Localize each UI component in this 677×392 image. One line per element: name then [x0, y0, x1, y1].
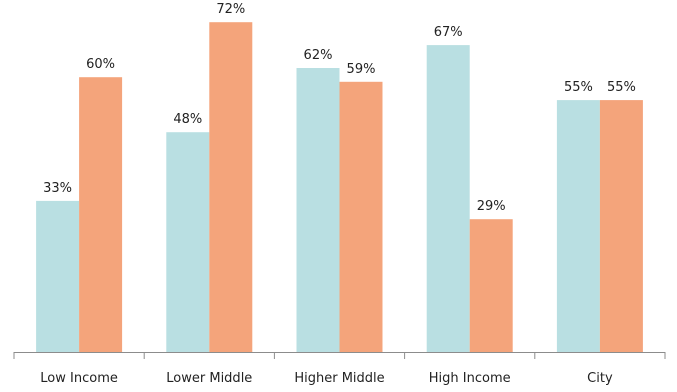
data-label-high-income-series-1: 67% — [434, 25, 463, 40]
data-labels-layer: 33% 60% 48% 72% 62% 59% 67% 29% 55% 55% — [43, 2, 636, 214]
bar-high-income-series-2 — [469, 219, 513, 352]
data-label-high-income-series-2: 29% — [477, 199, 506, 214]
data-label-city-series-1: 55% — [564, 80, 593, 95]
bar-low-income-series-1 — [36, 200, 80, 352]
x-tick-label-city: City — [587, 371, 613, 386]
bars-layer — [36, 22, 643, 353]
data-label-low-income-series-1: 33% — [43, 181, 72, 196]
bar-lower-middle-series-1 — [166, 132, 210, 352]
x-tick-label-high-income: High Income — [429, 371, 511, 386]
x-tick-label-lower-middle: Lower Middle — [166, 371, 252, 386]
data-label-lower-middle-series-1: 48% — [173, 112, 202, 127]
x-tick-label-higher-middle: Higher Middle — [294, 371, 384, 386]
bar-city-series-1 — [556, 100, 600, 352]
bar-higher-middle-series-2 — [339, 81, 383, 353]
data-label-higher-middle-series-2: 59% — [347, 62, 376, 77]
x-tick-label-low-income: Low Income — [40, 371, 118, 386]
x-axis: Low Income Lower Middle Higher Middle High … — [13, 352, 666, 386]
bar-higher-middle-series-1 — [296, 68, 340, 352]
bar-low-income-series-2 — [79, 77, 123, 352]
data-label-city-series-2: 55% — [607, 80, 636, 95]
data-label-lower-middle-series-2: 72% — [216, 2, 245, 17]
bar-lower-middle-series-2 — [209, 22, 253, 352]
bar-high-income-series-1 — [426, 45, 470, 352]
data-label-higher-middle-series-1: 62% — [304, 48, 333, 63]
bar-city-series-2 — [599, 100, 643, 352]
data-label-low-income-series-2: 60% — [86, 57, 115, 72]
